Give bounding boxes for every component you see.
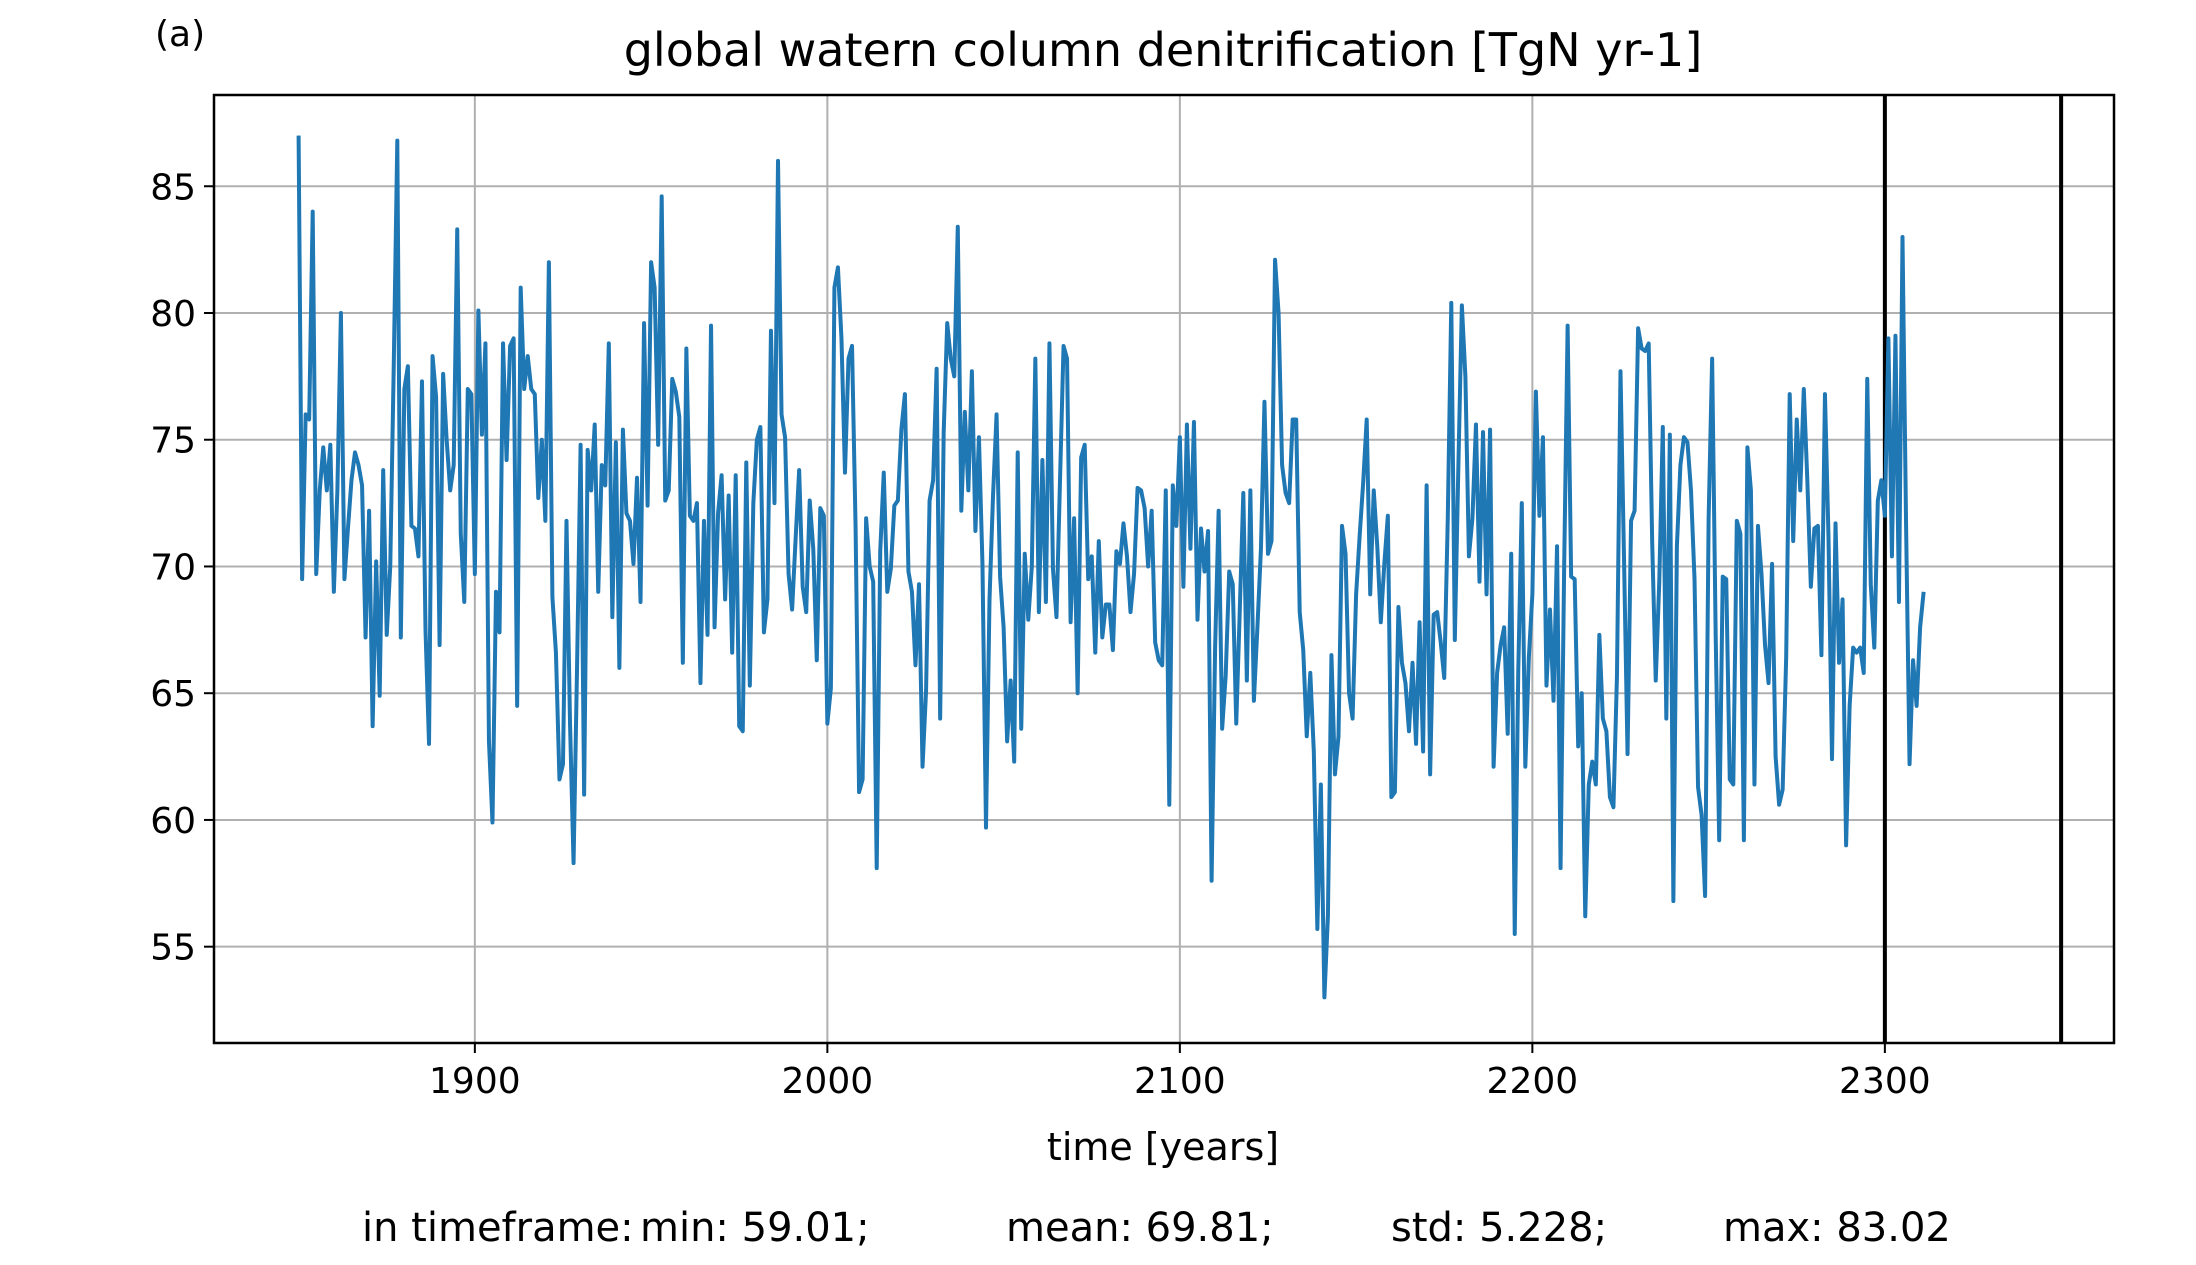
series-layer: [296, 135, 1926, 1000]
chart-title: global watern column denitrification [Tg…: [624, 23, 1703, 77]
stats-mean: mean: 69.81;: [1006, 1205, 1274, 1251]
x-tick-label: 1900: [429, 1061, 521, 1102]
y-tick-label: 70: [150, 547, 196, 588]
x-tick-label: 2100: [1134, 1061, 1226, 1102]
reference-lines: [1882, 95, 2064, 1043]
y-tick-label: 60: [150, 801, 196, 842]
stats-summary: in timeframe: min: 59.01; mean: 69.81; s…: [0, 1205, 2196, 1265]
stats-max: max: 83.02: [1723, 1205, 1951, 1251]
y-tick-label: 75: [150, 421, 196, 462]
y-tick-label: 55: [150, 928, 196, 969]
x-axis-label: time [years]: [1047, 1125, 1279, 1169]
stats-min: min: 59.01;: [640, 1205, 870, 1251]
x-tick-label: 2200: [1487, 1061, 1579, 1102]
x-axis: 1900 2000 2100 2200 2300: [429, 1043, 1931, 1102]
plot-frame: [212, 93, 2116, 1045]
y-axis: 55 60 65 70 75 80 85: [150, 167, 214, 969]
y-tick-label: 85: [150, 167, 196, 208]
x-tick-label: 2000: [782, 1061, 874, 1102]
stats-std: std: 5.228;: [1391, 1205, 1608, 1251]
series-line: [296, 135, 1926, 1000]
y-tick-label: 80: [150, 294, 196, 335]
stats-label: in timeframe:: [362, 1205, 634, 1251]
panel-label: (a): [155, 14, 205, 55]
y-tick-label: 65: [150, 674, 196, 715]
x-tick-label: 2300: [1839, 1061, 1931, 1102]
